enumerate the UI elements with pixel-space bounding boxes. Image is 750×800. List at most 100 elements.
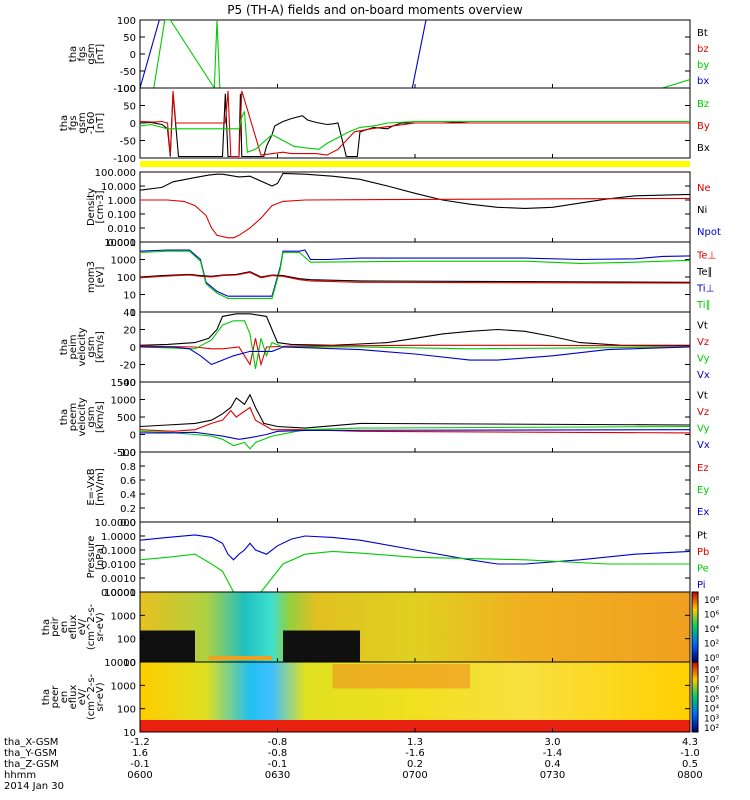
legend-entry: Vy (697, 423, 710, 434)
series-line (662, 78, 690, 88)
time-axis-value: 4.3 (682, 737, 698, 748)
y-tick-label: 0.010 (107, 224, 136, 235)
legend-entry: Vx (697, 440, 710, 451)
time-axis-value: 0.2 (407, 759, 423, 770)
colorbar-label: 10⁶ (704, 685, 719, 695)
time-axis-value: -0.8 (268, 737, 288, 748)
colorbar-label: 10⁵ (704, 695, 719, 705)
series-line (140, 320, 690, 369)
legend-entry: Vt (697, 390, 708, 401)
y-tick-label: 0.0 (120, 518, 136, 529)
y-tick-label: -50 (120, 67, 136, 78)
y-axis-label: gsm (86, 336, 97, 357)
y-axis-label: en (59, 691, 70, 704)
time-axis-value: -1.4 (543, 748, 563, 759)
ion-low-energy-band (283, 630, 360, 662)
series-line (140, 425, 690, 450)
colorbar-label: 10² (704, 640, 719, 650)
series-line (140, 313, 690, 346)
y-tick-label: 10.000 (101, 182, 136, 193)
legend-entry: Vz (697, 337, 709, 348)
legend-entry: Bt (697, 28, 708, 39)
y-tick-label: 1500 (111, 378, 136, 389)
y-tick-label: 1.000 (107, 196, 136, 207)
y-tick-label: -500 (113, 448, 136, 459)
series-line (140, 90, 690, 158)
legend-entry: Ti∥ (696, 300, 711, 311)
series-line (140, 20, 162, 88)
y-axis-label: peim (68, 334, 79, 359)
y-axis-label: eV/ (77, 688, 88, 705)
y-tick-label: 1000 (111, 681, 136, 692)
series-line (140, 346, 690, 366)
legend-entry: Vz (697, 407, 709, 418)
y-axis-label: velocity (77, 327, 88, 366)
panel-7: 1.0 0.8 0.6 0.4 0.2 0.0 E=-VxB[mV/m] Ez Ey Ex (86, 448, 709, 529)
y-axis-label: peem (68, 403, 79, 431)
time-axis-value: 1.6 (132, 748, 148, 759)
series-line (140, 534, 690, 565)
panel-9: 10⁸ 10⁶ 10⁴ 10² 10⁰ 10000 1000 100 10 thapeirenef… (41, 588, 719, 669)
y-tick-label: 10 (123, 658, 136, 669)
colorbar-label: 10⁸ (704, 666, 719, 676)
series-line (140, 338, 690, 367)
electron-high-flux-region (332, 664, 470, 689)
quality-flag-bar (140, 161, 690, 167)
y-axis-label: tha (41, 689, 52, 705)
y-tick-label: 0.1000 (101, 546, 136, 557)
y-axis-label: [km/s] (95, 401, 106, 433)
y-axis-label: Density (86, 188, 97, 226)
colorbar (691, 661, 699, 733)
y-tick-label: 100 (117, 273, 136, 284)
legend-entry: Vy (697, 353, 710, 364)
y-axis-label: sr-eV) (95, 682, 106, 711)
series-line (140, 249, 690, 297)
y-axis-label: tha (59, 339, 70, 355)
y-tick-label: 100 (117, 635, 136, 646)
series-line (140, 172, 690, 209)
y-axis-label: velocity (77, 397, 88, 436)
time-axis-value: 0.5 (682, 759, 698, 770)
y-tick-label: 500 (117, 413, 136, 424)
y-axis-label: (cm^2-s- (86, 603, 97, 650)
panel-8: 10.0000 1.0000 0.1000 0.0100 0.0010 0.0001 Pre… (86, 518, 709, 599)
panel-frame (139, 171, 691, 243)
y-tick-label: 1000 (111, 396, 136, 407)
y-tick-label: 10000 (104, 588, 136, 599)
panel-frame (139, 19, 691, 89)
panel-4: 10000 1000 100 10 1 mom3[eV] Te⊥ Te∥ Ti⊥ Ti∥ (86, 238, 716, 319)
time-axis-value: -1.2 (130, 737, 150, 748)
series-line (140, 429, 690, 440)
time-axis-value: -1.6 (405, 748, 425, 759)
y-axis-label: -160 (86, 112, 97, 135)
legend-entry: Ne (697, 183, 711, 194)
legend-entry: Te∥ (696, 267, 713, 278)
series-line (411, 20, 427, 88)
legend-entry: Pb (697, 547, 709, 558)
colorbar (691, 591, 699, 663)
y-tick-label: 0.8 (120, 462, 136, 473)
y-axis-label: peir (50, 616, 61, 636)
y-axis-label: E=-VxB (86, 468, 97, 505)
y-tick-label: 10.0000 (95, 518, 136, 529)
legend-entry: Pt (697, 530, 707, 541)
y-axis-label: gsm (86, 406, 97, 427)
y-axis-label: [nT] (95, 113, 106, 133)
time-axis-row-label: tha_Y-GSM (4, 748, 57, 759)
y-axis-label: Pressure (86, 536, 97, 579)
ion-low-energy-feature (208, 656, 272, 660)
legend-entry: bx (697, 76, 709, 87)
y-tick-label: 1000 (111, 611, 136, 622)
time-axis-row-label: tha_X-GSM (4, 737, 58, 748)
time-axis-value: 1.3 (407, 737, 423, 748)
legend-entry: Te⊥ (696, 250, 716, 261)
y-tick-label: 0.0001 (101, 588, 136, 599)
legend-entry: bz (697, 44, 709, 55)
y-axis-label: en (59, 621, 70, 634)
legend-entry: Ey (697, 485, 709, 496)
legend-entry: Vt (697, 320, 708, 331)
y-tick-label: 10000 (104, 238, 136, 249)
y-axis-label: [nT] (95, 44, 106, 64)
